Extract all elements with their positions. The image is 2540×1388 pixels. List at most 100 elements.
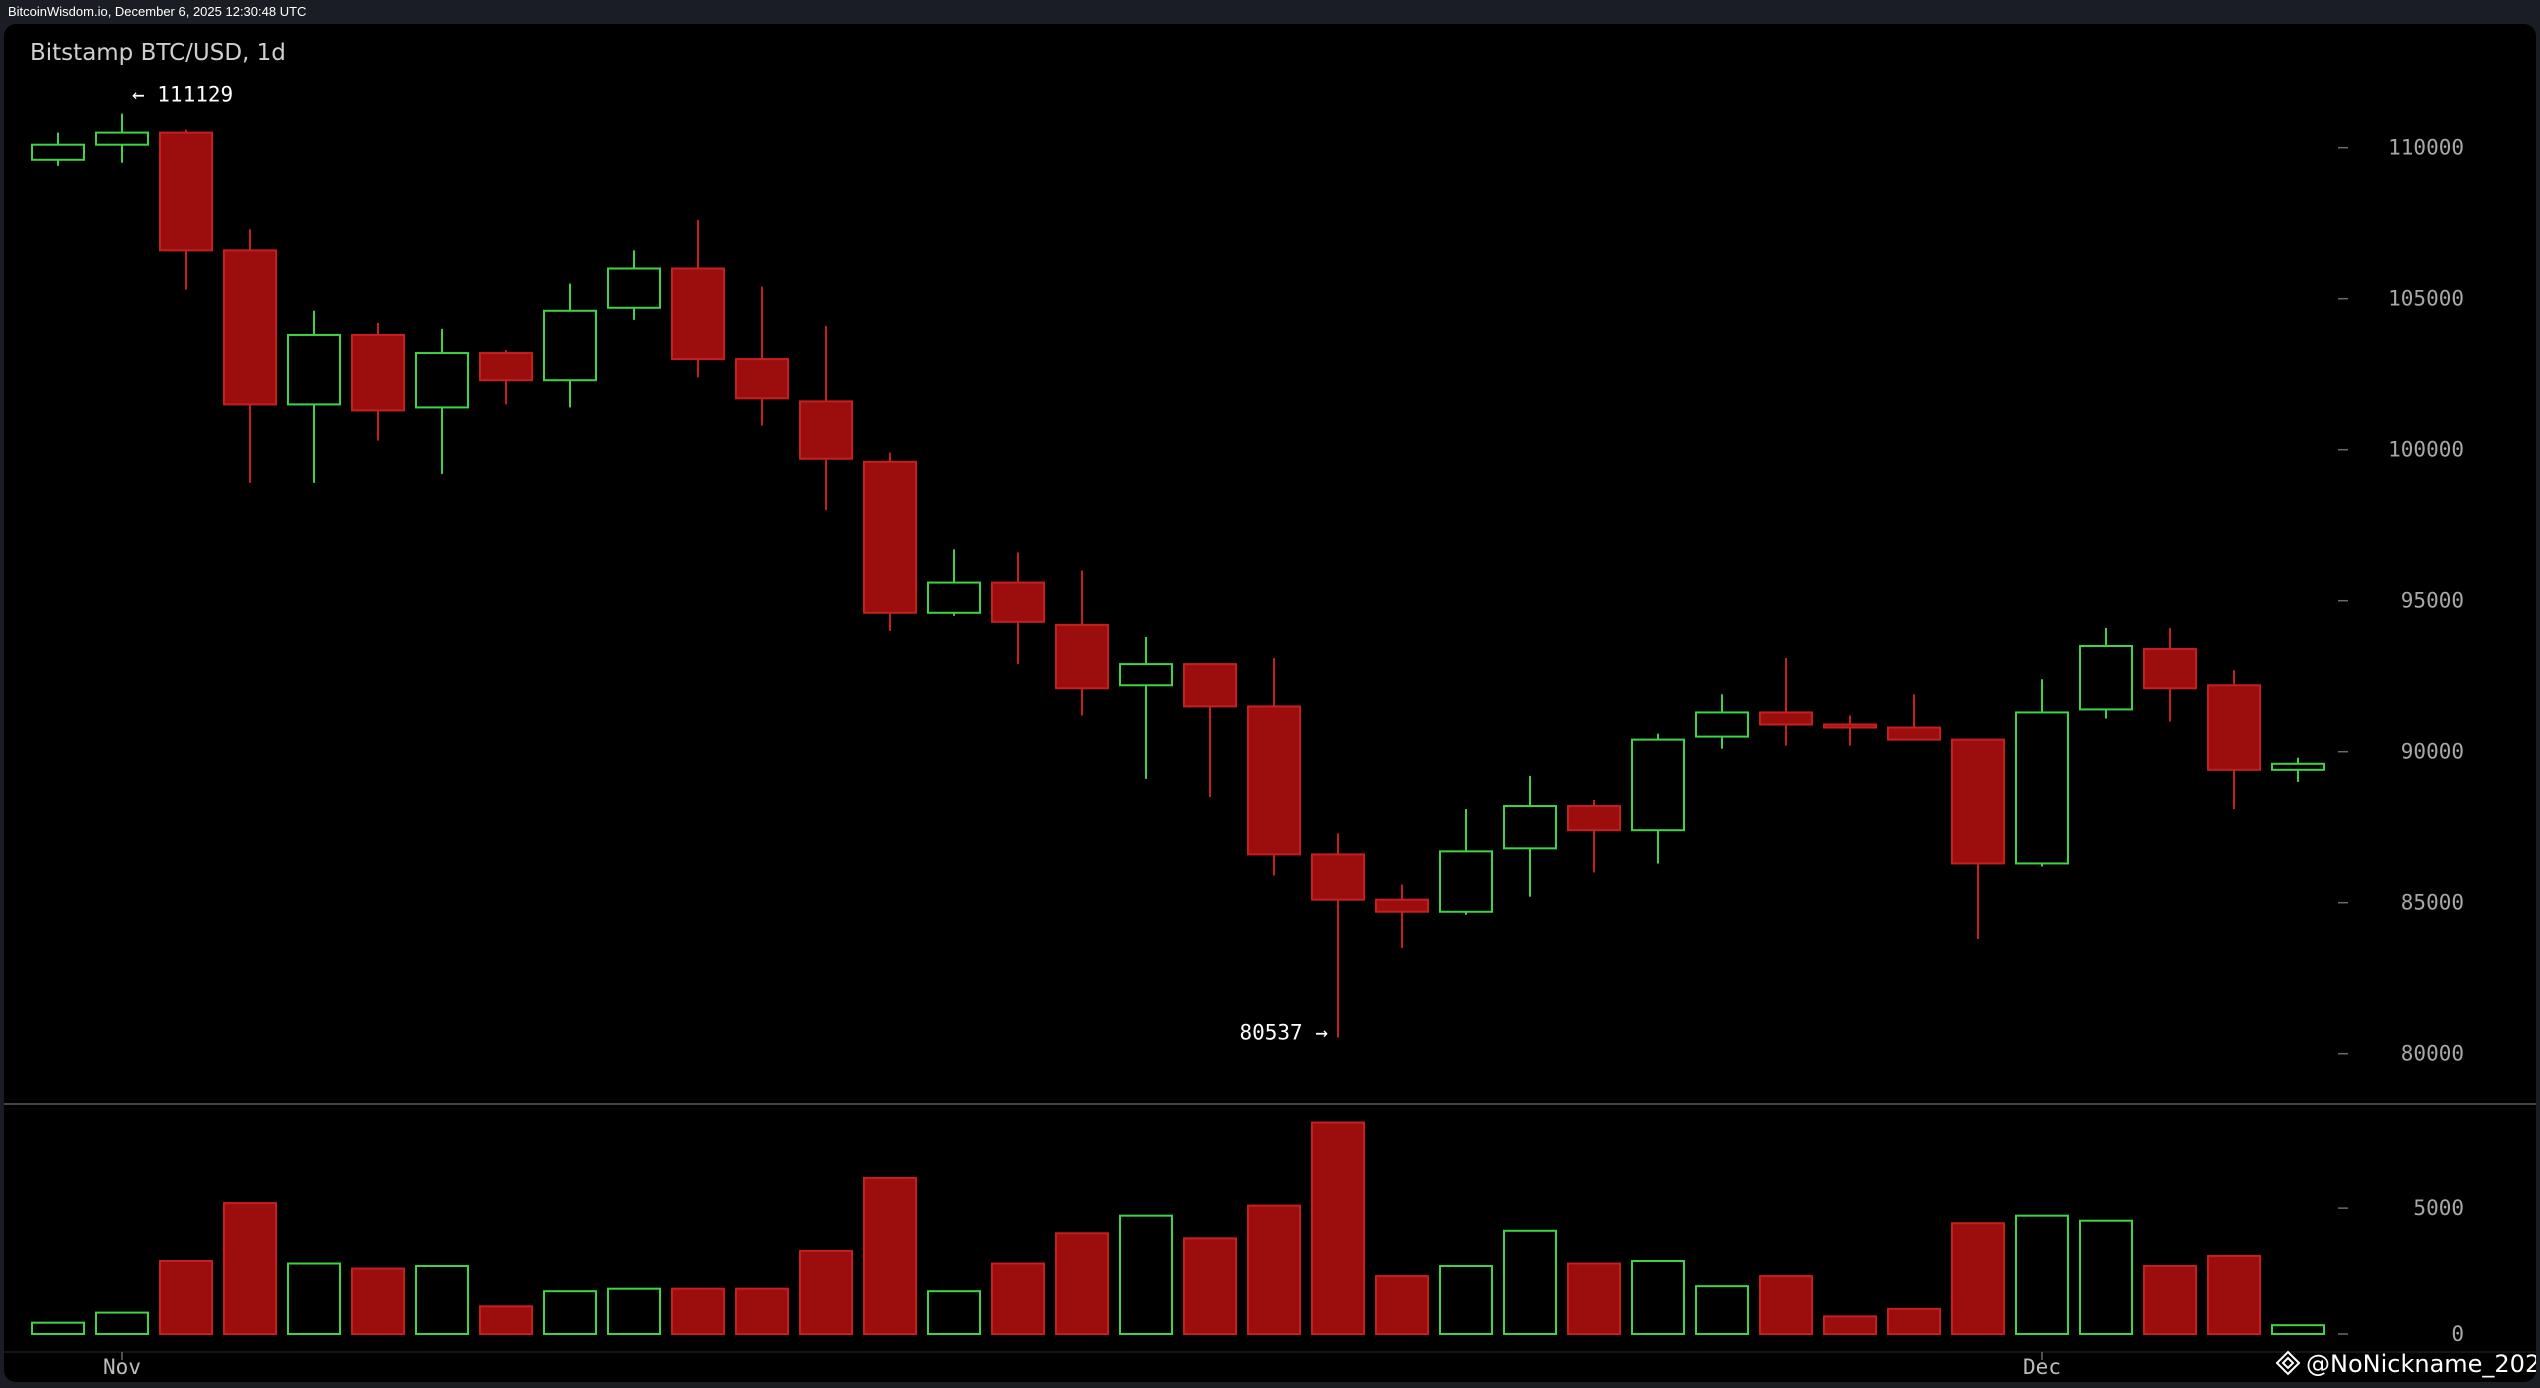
volume-bar (1759, 1275, 1813, 1335)
candle-body (2015, 711, 2069, 865)
candle-body (1951, 738, 2005, 865)
volume-bar (1951, 1222, 2005, 1335)
x-axis: Nov Dec (103, 1352, 2061, 1379)
price-tick-label: 80000 (2401, 1042, 2464, 1066)
price-tick-label: 90000 (2401, 740, 2464, 764)
candle (31, 132, 85, 166)
volume-bar (1567, 1262, 1621, 1335)
candle-body (1311, 853, 1365, 901)
volume-bar (2079, 1219, 2133, 1336)
volume-bar (351, 1267, 405, 1335)
volume-bar (2271, 1324, 2325, 1335)
candle-body (1887, 726, 1941, 741)
volume-bar (2015, 1214, 2069, 1335)
candle (1695, 694, 1749, 749)
candle-body (1183, 663, 1237, 708)
volume-bar (1119, 1214, 1173, 1335)
candle-body (1439, 850, 1493, 913)
candle (223, 229, 277, 483)
price-tick-label: 110000 (2388, 136, 2464, 160)
candle-body (543, 309, 597, 382)
candle (479, 350, 533, 405)
volume-bar (671, 1287, 725, 1336)
candle (1887, 694, 1941, 741)
candle (607, 250, 661, 320)
volume-bar (2207, 1254, 2261, 1335)
volume-bar (543, 1290, 597, 1335)
candle-body (2079, 645, 2133, 711)
candle-body (1631, 738, 1685, 832)
candle (1119, 636, 1173, 779)
candle-body (2271, 762, 2325, 771)
volume-bar (1439, 1265, 1493, 1336)
candle-body (479, 352, 533, 382)
volume-bar (1503, 1229, 1557, 1336)
candle (735, 286, 789, 426)
candle (287, 310, 341, 483)
volume-bar (1183, 1237, 1237, 1336)
volume-bar (31, 1321, 85, 1335)
candle-body (1759, 711, 1813, 726)
candle (1439, 809, 1493, 915)
candlestick-chart: Bitstamp BTC/USD, 1d 80000 85000 90000 9500… (4, 40, 2536, 1379)
candle-body (1247, 705, 1301, 856)
price-tick-label: 95000 (2401, 589, 2464, 613)
candle-body (799, 400, 853, 460)
candle-body (287, 333, 341, 406)
watermark-text: @NoNickname_2025 (2306, 1350, 2536, 1378)
candle (159, 129, 213, 290)
x-tick-label: Dec (2023, 1355, 2061, 1379)
candle-body (1503, 805, 1557, 850)
candle-body (31, 143, 85, 161)
candle-body (1375, 898, 1429, 913)
low-annotation: 80537 → (1239, 1020, 1328, 1044)
volume-bar (223, 1202, 277, 1336)
price-tick-label: 105000 (2388, 287, 2464, 311)
candle (2207, 670, 2261, 810)
candle (415, 328, 469, 474)
volume-bar (735, 1287, 789, 1336)
candle-body (1695, 711, 1749, 738)
candle (2079, 627, 2133, 719)
candle (1503, 775, 1557, 897)
annotations-layer: ← 111129 80537 → (132, 83, 1328, 1045)
x-tick-label: Nov (103, 1355, 141, 1379)
volume-bar (1311, 1121, 1365, 1336)
candle (543, 283, 597, 408)
volume-tick-label: 5000 (2413, 1196, 2464, 1220)
candle-body (863, 460, 917, 614)
price-tick-label: 100000 (2388, 438, 2464, 462)
volume-bar (1823, 1315, 1877, 1335)
candle (1183, 663, 1237, 797)
binance-logo-icon (2275, 1350, 2301, 1376)
candle (863, 452, 917, 631)
candle-body (95, 131, 149, 146)
top-bar: BitcoinWisdom.io, December 6, 2025 12:30… (0, 0, 2540, 24)
volume-bar (1055, 1232, 1109, 1335)
candle-body (607, 267, 661, 309)
candle (1055, 570, 1109, 716)
volume-bar (927, 1290, 981, 1335)
volume-bar (799, 1249, 853, 1335)
price-tick-label: 85000 (2401, 891, 2464, 915)
candle (1375, 884, 1429, 948)
candle-body (415, 352, 469, 409)
candle (95, 113, 149, 163)
candle (799, 325, 853, 511)
volume-bars-layer (31, 1121, 2325, 1336)
candle (2143, 627, 2197, 722)
candle (1311, 833, 1365, 1038)
source-timestamp: BitcoinWisdom.io, December 6, 2025 12:30… (8, 4, 307, 19)
candle (927, 549, 981, 616)
chart-title: Bitstamp BTC/USD, 1d (30, 40, 286, 66)
watermark: @NoNickname_2025 (2275, 1350, 2536, 1378)
candle (351, 322, 405, 441)
candle-body (991, 581, 1045, 623)
candle-body (1823, 723, 1877, 729)
volume-bar (607, 1287, 661, 1336)
chart-panel: Bitstamp BTC/USD, 1d 80000 85000 90000 9500… (4, 24, 2536, 1382)
candle-body (1055, 623, 1109, 690)
volume-bar (287, 1262, 341, 1335)
candle-body (2207, 684, 2261, 771)
candle (2271, 757, 2325, 782)
